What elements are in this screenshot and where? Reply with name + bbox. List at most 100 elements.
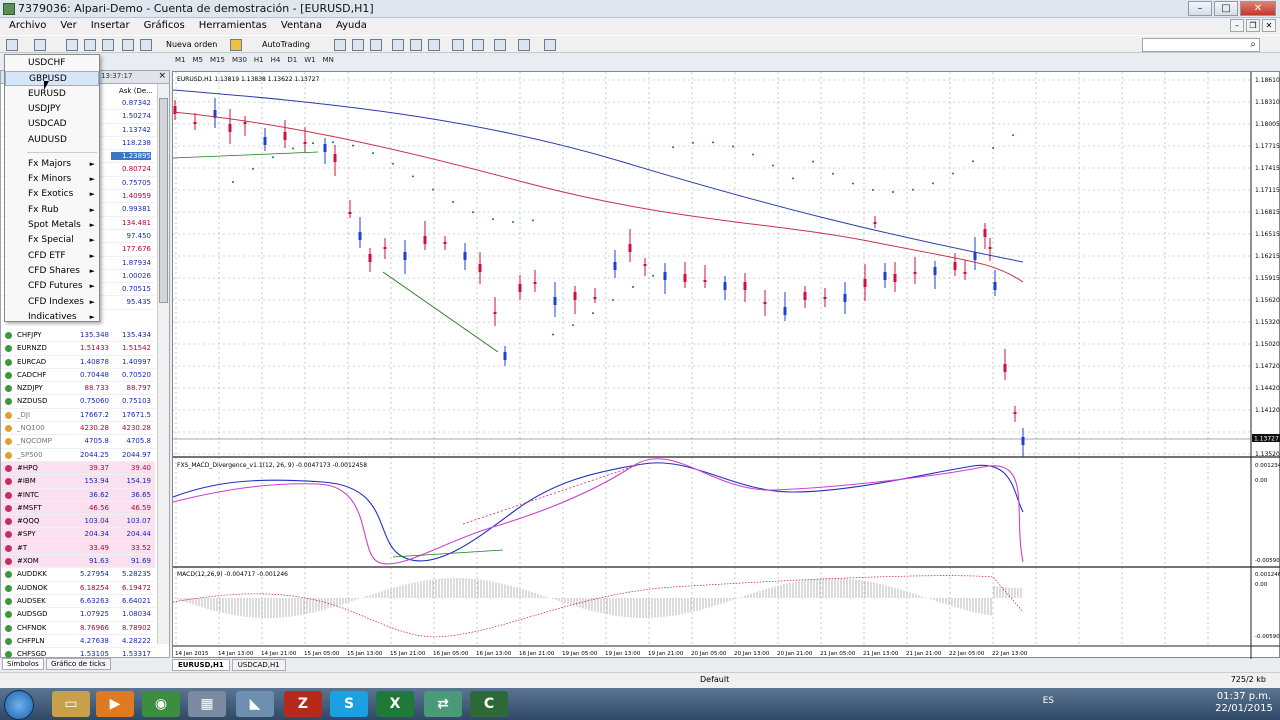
ask-column-header[interactable]: Ask (De... [119,87,153,95]
tf-h1[interactable]: H1 [253,56,264,64]
child-restore-button[interactable]: ❐ [1246,19,1260,32]
table-row[interactable]: CHFNOK 8.76966 8.78902 [1,622,155,635]
table-row[interactable]: #XOM 91.63 91.69 [1,555,155,569]
chart-tab-usdcad[interactable]: USDCAD,H1 [231,659,286,671]
menu-archivo[interactable]: Archivo [9,20,47,31]
dropdown-item-usdcad[interactable]: USDCAD [28,119,67,130]
scrollbar[interactable] [157,84,169,644]
dropdown-item-usdjpy[interactable]: USDJPY [28,103,61,114]
table-row[interactable]: AUDSEK 6.63263 6.64021 [1,595,155,609]
autoscroll-icon[interactable] [452,39,464,51]
dropdown-submenu-fx-minors[interactable]: Fx Minors ► [5,172,99,187]
search-input[interactable]: ⌕ [1142,38,1260,52]
dropdown-item-eurusd[interactable]: EURUSD [28,88,66,99]
menu-graficos[interactable]: Gráficos [143,20,185,31]
menu-ver[interactable]: Ver [60,20,77,31]
menu-herramientas[interactable]: Herramientas [198,20,267,31]
dropdown-submenu-cfd-futures[interactable]: CFD Futures ► [5,279,99,294]
filezilla-task-icon[interactable]: Z [284,691,322,717]
tf-m30[interactable]: M30 [231,56,247,64]
profiles-icon[interactable] [34,39,46,51]
zoom-out-icon[interactable] [410,39,422,51]
dropdown-item-audusd[interactable]: AUDUSD [28,134,67,145]
table-row[interactable]: #INTC 36.62 36.65 [1,488,155,502]
media-task-icon[interactable]: ▶ [96,691,134,717]
table-row[interactable]: _DJI 17667.2 17671.5 [1,409,155,423]
templates-icon[interactable] [544,39,556,51]
table-row[interactable]: _NQ100 4230.28 4230.28 [1,422,155,436]
close-button[interactable]: ✕ [1240,1,1276,16]
network-task-icon[interactable]: ⇄ [424,691,462,717]
table-row[interactable]: _NQCOMP 4705.8 4705.8 [1,435,155,449]
tab-grafico-ticks[interactable]: Gráfico de ticks [46,658,111,670]
terminal-icon[interactable] [122,39,134,51]
dropdown-submenu-cfd-etf[interactable]: CFD ETF ► [5,249,99,264]
market-watch-icon[interactable] [66,39,78,51]
dropdown-submenu-spot-metals[interactable]: Spot Metals ► [5,218,99,233]
tf-m1[interactable]: M1 [175,56,186,64]
tester-icon[interactable] [140,39,152,51]
table-row[interactable]: #HPQ 39.37 39.40 [1,461,155,476]
bar-chart-icon[interactable] [334,39,346,51]
maximize-button[interactable]: □ [1214,1,1238,16]
new-order-button[interactable]: Nueva orden [166,40,218,49]
price-chart[interactable]: 1.18610 1.18310 1.18005 1.17715 1.17415 1.171… [173,72,1280,659]
dropdown-submenu-fx-rub[interactable]: Fx Rub ► [5,203,99,218]
child-close-button[interactable]: ✕ [1262,19,1276,32]
system-clock[interactable]: 01:37 p.m. 22/01/2015 [1214,691,1274,715]
table-row[interactable]: NZDUSD 0.75060 0.75103 [1,395,155,409]
dropdown-item-usdchf[interactable]: USDCHF [28,58,66,68]
dropdown-submenu-fx-special[interactable]: Fx Special ► [5,233,99,248]
dropdown-submenu-cfd-indexes[interactable]: CFD Indexes ► [5,295,99,310]
chart-shift-icon[interactable] [472,39,484,51]
excel-task-icon[interactable]: X [376,691,414,717]
table-row[interactable]: NZDJPY 88.733 88.797 [1,382,155,396]
tf-mn[interactable]: MN [322,56,334,64]
window-task-icon[interactable]: ◣ [236,691,274,717]
chrome-task-icon[interactable]: ◉ [142,691,180,717]
table-row[interactable]: EURNZD 1.51433 1.51542 [1,342,155,356]
tf-d1[interactable]: D1 [287,56,298,64]
table-row[interactable]: AUDDKK 5.27954 5.28235 [1,568,155,582]
scroll-thumb[interactable] [159,98,168,303]
table-row[interactable]: #QQQ 103.04 103.07 [1,515,155,529]
table-row[interactable]: CHFJPY 135.348 135.434 [1,329,155,343]
table-row[interactable]: #SPY 204.34 204.44 [1,528,155,542]
table-row[interactable]: #IBM 153.94 154.19 [1,475,155,489]
chart-window[interactable]: 1.18610 1.18310 1.18005 1.17715 1.17415 1.171… [172,71,1280,659]
calculator-task-icon[interactable]: ▦ [188,691,226,717]
metatrader-task-icon[interactable]: C [470,691,508,717]
language-indicator[interactable]: ES [1042,696,1054,706]
close-icon[interactable]: × [158,71,166,81]
dropdown-item-gbpusd[interactable]: GBPUSD [5,71,99,87]
table-row[interactable]: _SP500 2044.25 2044.97 [1,449,155,462]
line-chart-icon[interactable] [370,39,382,51]
minimize-button[interactable]: – [1188,1,1212,16]
explorer-task-icon[interactable]: ▭ [52,691,90,717]
chart-tab-eurusd[interactable]: EURUSD,H1 [172,659,230,671]
table-row[interactable]: CHFPLN 4.27638 4.28222 [1,635,155,649]
tf-h4[interactable]: H4 [270,56,281,64]
menu-ayuda[interactable]: Ayuda [335,20,367,31]
periods-icon[interactable] [518,39,530,51]
tf-m15[interactable]: M15 [210,56,225,64]
table-row[interactable]: AUDSGD 1.07925 1.08034 [1,608,155,622]
navigator-icon[interactable] [102,39,114,51]
dropdown-submenu-fx-majors[interactable]: Fx Majors ► [5,157,99,172]
autotrading-button[interactable]: AutoTrading [262,40,310,49]
new-chart-icon[interactable] [6,39,18,51]
table-row[interactable]: #MSFT 46.56 46.59 [1,501,155,516]
menu-insertar[interactable]: Insertar [90,20,130,31]
tf-w1[interactable]: W1 [304,56,316,64]
menu-ventana[interactable]: Ventana [280,20,322,31]
table-row[interactable]: #T 33.49 33.52 [1,541,155,556]
dropdown-submenu-fx-exotics[interactable]: Fx Exotics ► [5,187,99,202]
child-minimize-button[interactable]: – [1230,19,1244,32]
start-button[interactable] [4,690,34,720]
table-row[interactable]: EURCAD 1.40878 1.40997 [1,356,155,369]
table-row[interactable]: AUDNOK 6.18254 6.19472 [1,582,155,595]
search-icon[interactable]: ⌕ [1250,39,1256,50]
tf-m5[interactable]: M5 [192,56,204,64]
indicators-icon[interactable] [494,39,506,51]
editor-icon[interactable] [230,39,242,51]
